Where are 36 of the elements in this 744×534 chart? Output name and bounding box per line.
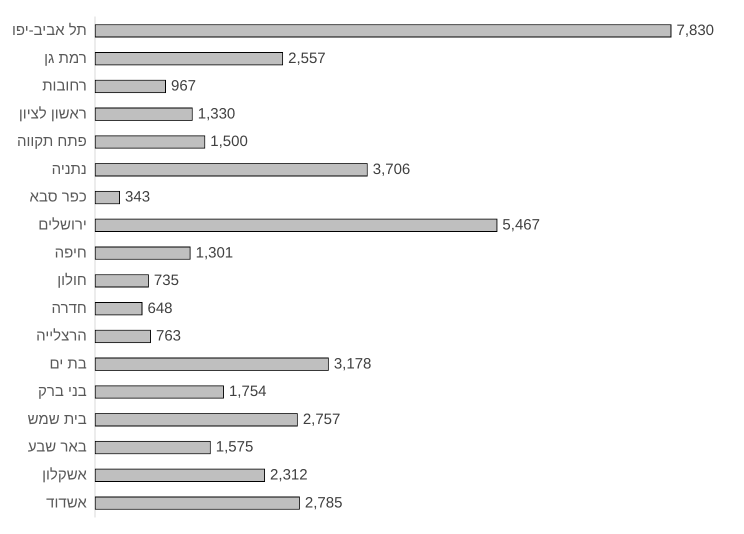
y-tick-label: הרצלייה <box>36 328 87 345</box>
data-label: 648 <box>148 300 173 317</box>
y-tick-label: תל אביב-יפו <box>12 22 87 40</box>
y-tick-label: חולון <box>57 272 87 290</box>
y-tick-label: ירושלים <box>38 216 87 234</box>
data-label: 763 <box>156 328 181 345</box>
data-label: 7,830 <box>676 22 714 40</box>
data-label: 735 <box>154 272 179 290</box>
y-tick-label: ראשון לציון <box>18 105 87 122</box>
y-tick-label: נתניה <box>52 160 87 178</box>
data-label: 1,575 <box>216 438 254 456</box>
data-label: 2,557 <box>288 50 326 67</box>
data-label: 2,757 <box>302 410 340 428</box>
data-label: 2,312 <box>270 466 308 484</box>
y-tick-label: בת ים <box>49 355 87 372</box>
data-label: 1,754 <box>228 383 267 400</box>
y-tick-label: חיפה <box>54 244 87 262</box>
data-label: 3,178 <box>334 355 372 372</box>
y-tick-label: באר שבע <box>28 438 87 456</box>
y-tick-label: חדרה <box>52 300 87 317</box>
y-tick-label: אשדוד <box>46 494 88 512</box>
data-label: 1,330 <box>198 105 236 122</box>
data-label: 343 <box>125 188 150 206</box>
y-tick-label: כפר סבא <box>29 188 87 206</box>
data-label: 967 <box>170 78 196 95</box>
data-label: 5,467 <box>502 216 540 234</box>
y-tick-label: בית שמש <box>28 410 87 428</box>
data-label: 2,785 <box>304 494 342 512</box>
data-label: 1,301 <box>196 244 234 262</box>
y-tick-label: פתח תקווה <box>17 133 87 150</box>
y-tick-label: רמת גן <box>44 50 87 67</box>
y-tick-label: רחובות <box>42 78 87 95</box>
data-label: 1,500 <box>210 133 248 150</box>
y-tick-label: בני ברק <box>38 383 87 400</box>
data-label: 3,706 <box>372 160 410 178</box>
y-tick-label: אשקלון <box>42 466 88 484</box>
